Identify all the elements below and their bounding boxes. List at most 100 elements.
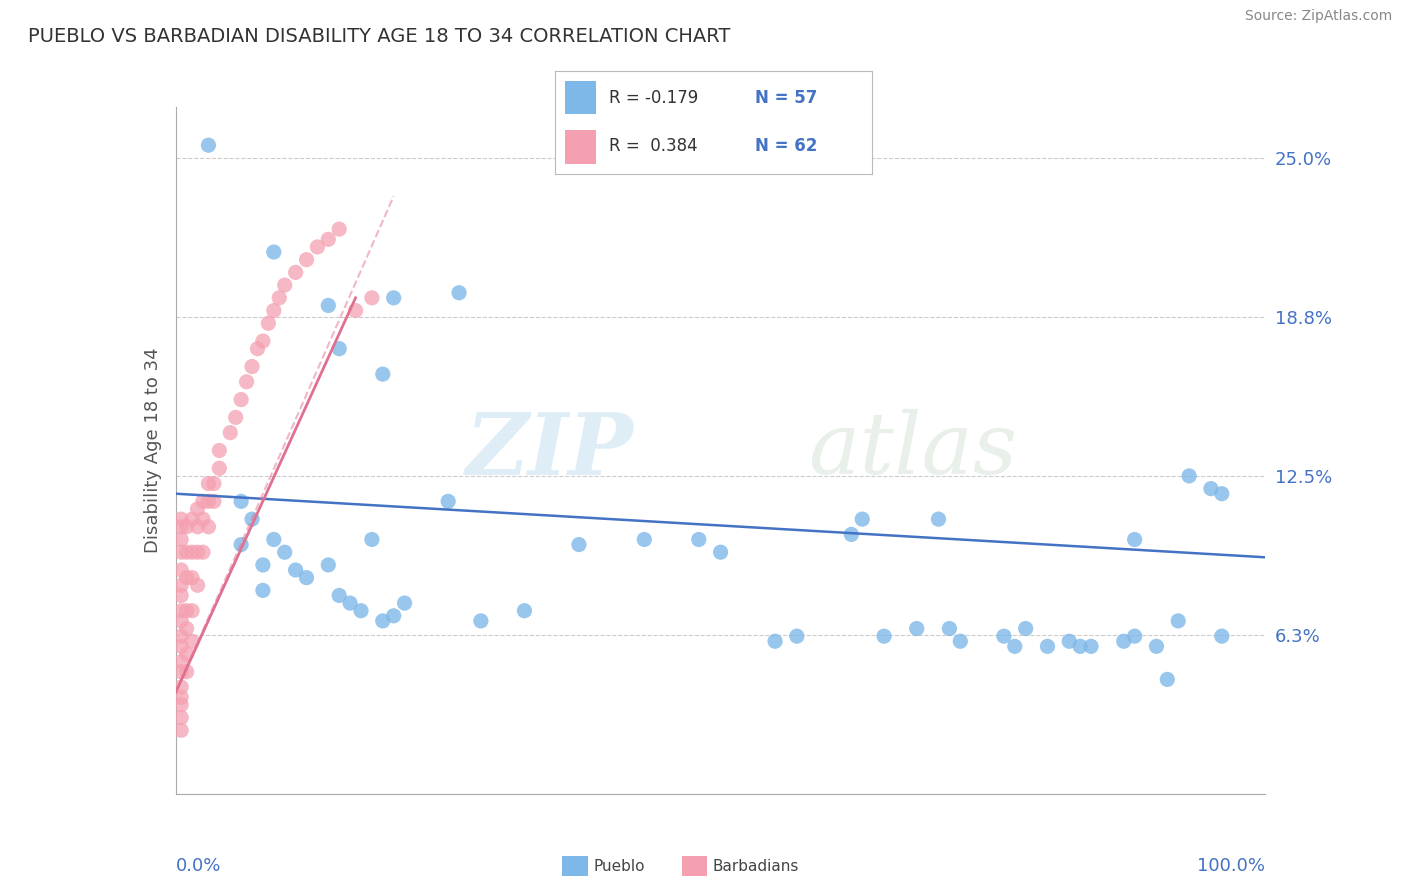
Point — [993, 629, 1015, 643]
Point — [470, 614, 492, 628]
Point — [1211, 629, 1233, 643]
Point — [307, 240, 329, 254]
Point — [1144, 640, 1167, 654]
Point — [208, 461, 231, 475]
Point — [181, 604, 204, 618]
Point — [263, 533, 285, 547]
Point — [284, 265, 307, 279]
Point — [186, 545, 209, 559]
Point — [905, 622, 928, 636]
Point — [202, 494, 225, 508]
Point — [186, 578, 209, 592]
Point — [318, 232, 340, 246]
Point — [318, 558, 340, 572]
Point — [181, 571, 204, 585]
Point — [688, 533, 710, 547]
Text: R =  0.384: R = 0.384 — [609, 136, 697, 154]
Point — [176, 545, 198, 559]
Point — [318, 298, 340, 312]
FancyBboxPatch shape — [565, 130, 596, 163]
Point — [1036, 640, 1059, 654]
Text: ZIP: ZIP — [465, 409, 633, 492]
Point — [191, 512, 214, 526]
Point — [170, 512, 193, 526]
Point — [394, 596, 416, 610]
Text: atlas: atlas — [807, 409, 1017, 491]
Point — [371, 614, 394, 628]
Point — [1069, 640, 1091, 654]
Point — [176, 665, 198, 679]
Point — [170, 710, 193, 724]
Point — [382, 291, 405, 305]
Point — [170, 723, 193, 738]
Point — [186, 502, 209, 516]
Point — [197, 138, 219, 153]
Text: Barbadians: Barbadians — [713, 859, 799, 873]
Point — [170, 533, 193, 547]
Point — [176, 604, 198, 618]
Point — [170, 604, 193, 618]
Point — [841, 527, 863, 541]
Point — [344, 303, 367, 318]
Point — [202, 476, 225, 491]
Point — [170, 665, 193, 679]
Point — [170, 640, 193, 654]
Point — [328, 589, 350, 603]
Text: N = 62: N = 62 — [755, 136, 817, 154]
Point — [1167, 614, 1189, 628]
Point — [197, 494, 219, 508]
Text: R = -0.179: R = -0.179 — [609, 88, 699, 106]
Point — [295, 252, 318, 267]
Point — [208, 443, 231, 458]
Point — [763, 634, 786, 648]
Point — [447, 285, 470, 300]
Point — [170, 629, 193, 643]
Point — [339, 596, 361, 610]
Point — [633, 533, 655, 547]
Point — [231, 538, 253, 552]
Point — [246, 342, 269, 356]
Point — [328, 342, 350, 356]
Point — [1112, 634, 1135, 648]
Point — [851, 512, 873, 526]
Point — [1156, 673, 1178, 687]
Point — [170, 680, 193, 694]
Point — [170, 520, 193, 534]
Point — [170, 698, 193, 712]
Text: N = 57: N = 57 — [755, 88, 817, 106]
Point — [949, 634, 972, 648]
Point — [568, 538, 591, 552]
Point — [269, 291, 291, 305]
Point — [938, 622, 960, 636]
Point — [219, 425, 242, 440]
Point — [786, 629, 808, 643]
Point — [1178, 469, 1201, 483]
Point — [1211, 486, 1233, 500]
Point — [360, 533, 382, 547]
Point — [181, 512, 204, 526]
Point — [252, 558, 274, 572]
Point — [170, 563, 193, 577]
Point — [197, 520, 219, 534]
Point — [1004, 640, 1026, 654]
Point — [437, 494, 460, 508]
Point — [263, 303, 285, 318]
Point — [170, 578, 193, 592]
Point — [191, 545, 214, 559]
Point — [191, 494, 214, 508]
Y-axis label: Disability Age 18 to 34: Disability Age 18 to 34 — [143, 348, 162, 553]
Point — [231, 494, 253, 508]
Point — [328, 222, 350, 236]
Point — [240, 512, 263, 526]
Point — [1123, 629, 1146, 643]
Point — [274, 545, 297, 559]
Point — [186, 520, 209, 534]
Point — [252, 583, 274, 598]
Point — [225, 410, 247, 425]
Text: 100.0%: 100.0% — [1198, 857, 1265, 875]
Point — [1057, 634, 1080, 648]
Point — [257, 316, 280, 330]
Point — [170, 655, 193, 669]
Point — [263, 245, 285, 260]
Point — [197, 476, 219, 491]
